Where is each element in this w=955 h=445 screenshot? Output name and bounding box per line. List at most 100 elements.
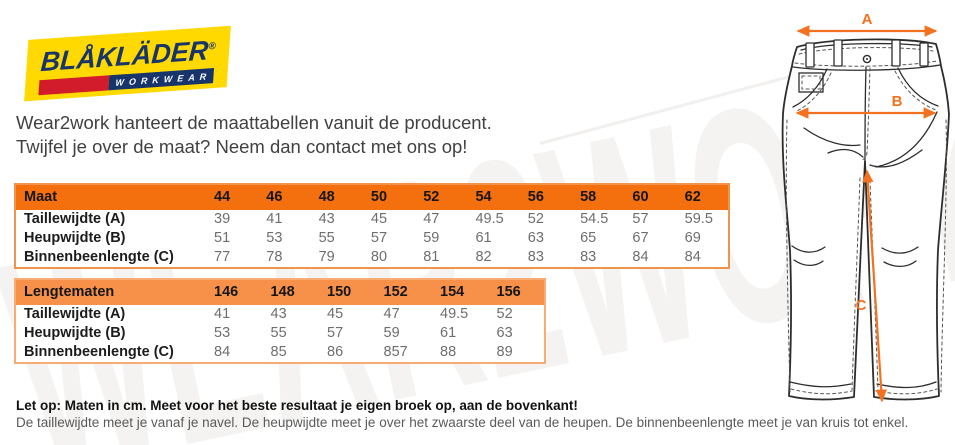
right-pocket [897, 67, 939, 107]
hem-stitch-left [790, 388, 853, 395]
intro-text: Wear2work hanteert de maattabellen vanui… [16, 111, 492, 159]
cell-value: 88 [440, 344, 457, 360]
table-header-label: Maat [15, 184, 206, 210]
cell-value: 49.5 [440, 306, 469, 322]
hem-line-left [789, 381, 852, 388]
cell-value: 53 [266, 230, 283, 246]
cell-value: 89 [496, 344, 513, 360]
measure-arrow-c [862, 169, 887, 403]
cell-value: 49.5 [475, 211, 504, 227]
cell-value: 67 [632, 230, 649, 246]
table-row: Binnenbeenlengte (C) 84 85 86 857 88 89 [15, 343, 545, 363]
table-header-size: 52 [415, 184, 468, 210]
cell-value: 55 [318, 230, 335, 246]
cell-value: 41 [266, 211, 283, 227]
inseam-stitch-left [851, 177, 861, 391]
cell-value: 57 [370, 230, 388, 246]
row-label: Heupwijdte (B) [24, 325, 126, 341]
belt-loop-icon [833, 39, 843, 67]
cell-value: 61 [440, 325, 457, 341]
left-drape-line [803, 127, 861, 147]
cell-value: 41 [214, 306, 231, 322]
footnote: Let op: Maten in cm. Meet voor het beste… [16, 397, 908, 431]
pants-diagram: A B C [781, 11, 950, 403]
table-header-size: 152 [375, 279, 432, 305]
row-label: Heupwijdte (B) [24, 230, 126, 246]
cell-value: 83 [527, 249, 544, 265]
table-row: Taillewijdte (A) 39 41 43 45 47 49.5 52 54.5 57 59… [15, 210, 729, 229]
cell-value: 54.5 [580, 211, 609, 227]
cell-value: 84 [684, 249, 701, 265]
cell-value: 59.5 [684, 211, 713, 227]
table-header-size: 148 [262, 279, 319, 305]
cell-value: 43 [270, 306, 287, 322]
row-label: Binnenbeenlengte (C) [24, 249, 174, 265]
cell-value: 84 [214, 344, 231, 360]
cell-value: 78 [266, 249, 283, 265]
footnote-sub-line: De taillewijdte meet je vanaf je navel. … [16, 415, 909, 430]
logo-yellow-box: BLÅKLÄDER® WORKWEAR [24, 25, 232, 102]
cell-value: 63 [527, 230, 544, 246]
cell-value: 47 [383, 306, 400, 322]
table-header-size: 156 [488, 279, 545, 305]
cell-value: 59 [423, 230, 440, 246]
table-row: Binnenbeenlengte (C) 77 78 79 80 81 82 83 83 84 84 [15, 248, 729, 268]
outer-seam-stitch-left [785, 119, 791, 393]
coin-pocket-stitch [801, 75, 821, 90]
waist-button-dot [866, 58, 868, 60]
cell-value: 84 [632, 249, 649, 265]
cell-value: 65 [580, 230, 597, 246]
table-row: Heupwijdte (B) 51 53 55 57 59 61 63 65 67 69 [15, 229, 729, 248]
cell-value: 63 [496, 325, 513, 341]
belt-loop-icon [891, 39, 901, 67]
intro-line-1: Wear2work hanteert de maattabellen vanui… [16, 112, 492, 133]
table-header-row: Lengtematen 146 148 150 152 154 156 [15, 279, 545, 305]
cell-value: 45 [327, 306, 344, 322]
knee-crease [791, 245, 826, 253]
table-header-size: 50 [362, 184, 416, 210]
cell-value: 61 [475, 230, 492, 246]
cell-value: 57 [632, 211, 649, 227]
cell-value: 52 [527, 211, 544, 227]
table-header-size: 56 [519, 184, 573, 210]
intro-line-2: Twijfel je over de maat? Neem dan contac… [16, 136, 468, 157]
row-label: Taillewijdte (A) [24, 306, 126, 322]
cell-value: 43 [318, 211, 335, 227]
cell-value: 55 [270, 325, 287, 341]
row-label: Taillewijdte (A) [24, 211, 126, 227]
belt-loop-icon [805, 42, 815, 68]
cell-value: 82 [475, 249, 492, 265]
table-header-size: 60 [624, 184, 677, 210]
cell-value: 69 [684, 230, 701, 246]
cell-value: 85 [270, 344, 287, 360]
blaklader-logo: BLÅKLÄDER® WORKWEAR [24, 25, 232, 102]
table-header-size: 150 [319, 279, 376, 305]
table-header-size: 58 [572, 184, 625, 210]
measure-label-c: C [856, 297, 867, 314]
cell-value: 51 [214, 230, 231, 246]
table-header-row: Maat 44 46 48 50 52 54 56 58 60 62 [15, 184, 729, 210]
measure-label-a: A [862, 11, 873, 28]
table-header-size: 46 [258, 184, 311, 210]
registered-trademark-icon: ® [208, 40, 217, 53]
footnote-bold-line: Let op: Maten in cm. Meet voor het beste… [16, 398, 578, 413]
row-label: Binnenbeenlengte (C) [24, 344, 174, 360]
table-header-size: 44 [206, 184, 259, 210]
cell-value: 857 [383, 344, 408, 360]
table-header-size: 146 [206, 279, 263, 305]
hem-stitch-right [875, 388, 938, 395]
table-header-size: 154 [432, 279, 489, 305]
cell-value: 53 [214, 325, 231, 341]
size-table: Maat 44 46 48 50 52 54 56 58 60 62 Taillewijdte (A)… [14, 183, 730, 269]
cell-value: 77 [214, 249, 231, 265]
table-header-size: 54 [467, 184, 520, 210]
table-row: Heupwijdte (B) 53 55 57 59 61 63 [15, 324, 545, 343]
waistband-bottom-edge [792, 64, 941, 71]
measure-label-b: B [892, 93, 903, 110]
cell-value: 80 [370, 249, 388, 265]
right-drape-line [875, 111, 938, 168]
fly-stitch [861, 67, 871, 160]
length-table: Lengtematen 146 148 150 152 154 156 Taillewijdt… [14, 278, 546, 364]
cell-value: 81 [423, 249, 440, 265]
